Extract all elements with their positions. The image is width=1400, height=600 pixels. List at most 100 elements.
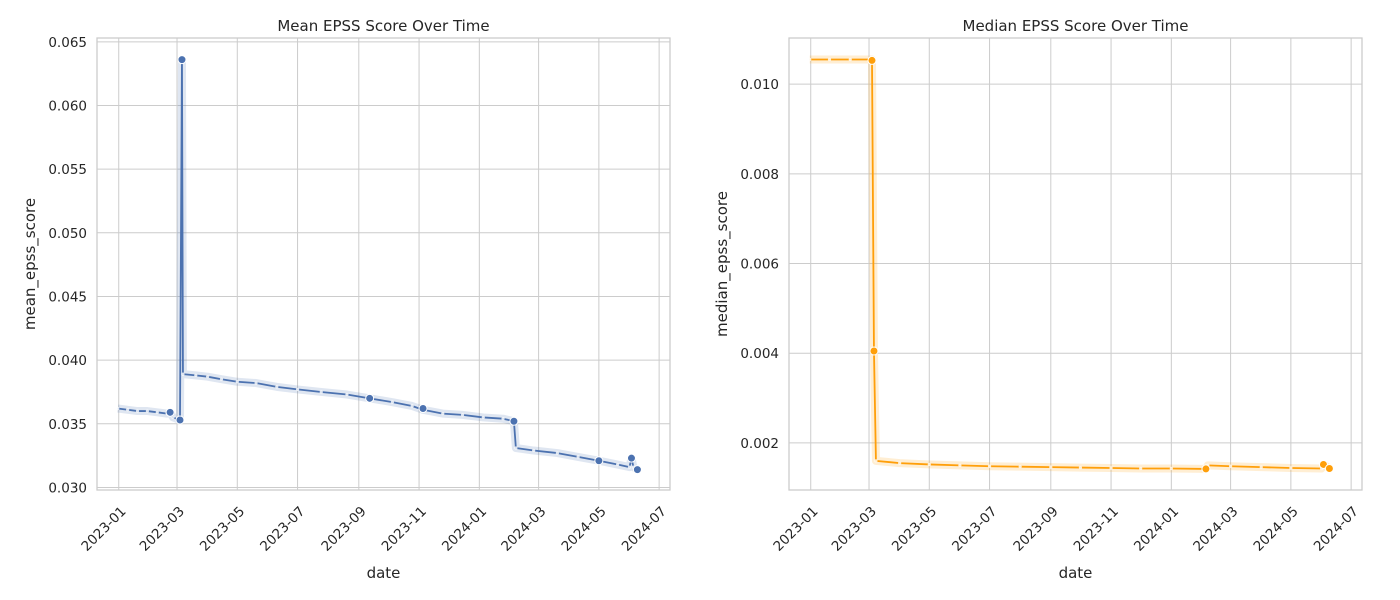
x-axis-label: date (367, 564, 401, 582)
x-tick-label: 2024-03 (498, 504, 549, 555)
data-point (501, 417, 505, 421)
data-point (848, 57, 852, 62)
data-marker (177, 55, 187, 65)
data-marker (165, 407, 175, 417)
y-tick-label: 0.050 (48, 226, 87, 242)
x-tick-label: 2023-03 (829, 504, 880, 555)
x-tick-label: 2024-01 (439, 504, 490, 555)
y-tick-label: 0.004 (740, 346, 779, 362)
data-point (481, 415, 485, 420)
data-point (194, 373, 198, 378)
data-point (1109, 466, 1113, 470)
data-point (987, 464, 992, 468)
data-point (145, 409, 149, 413)
y-tick-label: 0.008 (740, 167, 779, 183)
series-band (809, 55, 1332, 473)
x-tick-label: 2024-03 (1190, 504, 1241, 555)
data-point (1289, 466, 1293, 470)
y-tick-label: 0.010 (740, 77, 779, 93)
data-point (555, 451, 559, 455)
data-point (460, 413, 465, 417)
x-tick-label: 2023-05 (889, 504, 940, 555)
x-tick-label: 2024-05 (1250, 504, 1301, 555)
y-tick-label: 0.002 (740, 436, 779, 452)
data-point (627, 465, 632, 469)
x-tick-label: 2024-05 (558, 504, 609, 555)
data-point (410, 404, 414, 408)
data-point (1229, 464, 1233, 468)
chart-panel-0: 0.030 0.035 0.040 0.045 0.050 0.055 0.060 0.065… (21, 17, 671, 582)
data-point (219, 377, 224, 381)
x-axis-label: date (1059, 564, 1093, 582)
data-point (206, 375, 210, 379)
data-point (126, 408, 130, 412)
data-marker (867, 55, 877, 65)
x-tick-label: 2024-07 (619, 504, 670, 555)
data-marker (626, 453, 636, 463)
y-tick-label: 0.006 (740, 257, 779, 273)
data-point (514, 446, 518, 450)
data-point (171, 415, 175, 420)
x-tick-label: 2023-05 (197, 504, 248, 555)
data-point (1169, 466, 1173, 471)
data-point (254, 381, 258, 385)
x-tick-label: 2024-01 (1131, 504, 1182, 555)
x-tick-label: 2023-11 (379, 504, 430, 555)
x-tick-label: 2023-09 (1010, 504, 1061, 555)
data-point (181, 372, 185, 376)
data-point (155, 410, 159, 414)
data-point (295, 387, 300, 392)
x-tick-label: 2023-09 (318, 504, 369, 555)
data-point (390, 400, 394, 404)
data-point (275, 385, 279, 389)
data-point (532, 448, 536, 453)
x-tick-label: 2023-01 (770, 504, 821, 555)
data-point (345, 392, 349, 397)
plot-frame (96, 37, 671, 491)
y-axis-label: median_epss_score (713, 191, 732, 337)
data-point (808, 57, 812, 62)
data-point (441, 412, 445, 416)
data-marker (175, 415, 185, 425)
data-point (1139, 466, 1143, 471)
y-tick-label: 0.065 (48, 35, 87, 51)
y-tick-label: 0.060 (48, 98, 87, 114)
data-point (116, 406, 120, 411)
data-point (874, 459, 878, 463)
data-point (1078, 465, 1083, 470)
x-tick-label: 2023-11 (1071, 504, 1122, 555)
data-point (898, 461, 902, 465)
y-tick-label: 0.045 (48, 289, 87, 305)
data-marker (1201, 464, 1211, 474)
x-tick-label: 2023-01 (78, 504, 129, 555)
y-tick-label: 0.035 (48, 417, 87, 433)
data-point (958, 463, 962, 467)
data-point (827, 57, 832, 62)
chart-title: Mean EPSS Score Over Time (277, 17, 489, 35)
data-point (135, 409, 140, 413)
data-point (1018, 465, 1022, 469)
data-marker (1324, 463, 1334, 473)
data-point (927, 462, 931, 467)
data-point (235, 380, 239, 384)
x-tick-label: 2023-03 (137, 504, 188, 555)
y-tick-label: 0.055 (48, 162, 87, 178)
y-axis-label: mean_epss_score (21, 198, 40, 330)
data-marker (418, 404, 428, 414)
data-point (319, 390, 323, 394)
x-tick-label: 2023-07 (257, 504, 308, 555)
data-marker (509, 416, 519, 426)
data-marker (632, 465, 642, 475)
data-marker (365, 393, 375, 403)
y-tick-label: 0.040 (48, 353, 87, 369)
data-point (616, 462, 620, 467)
data-marker (869, 346, 879, 356)
data-point (576, 455, 580, 459)
data-point (1049, 465, 1053, 469)
series-band (117, 55, 640, 473)
x-tick-label: 2023-07 (949, 504, 1000, 555)
chart-title: Median EPSS Score Over Time (963, 17, 1189, 35)
series-line (117, 58, 638, 471)
